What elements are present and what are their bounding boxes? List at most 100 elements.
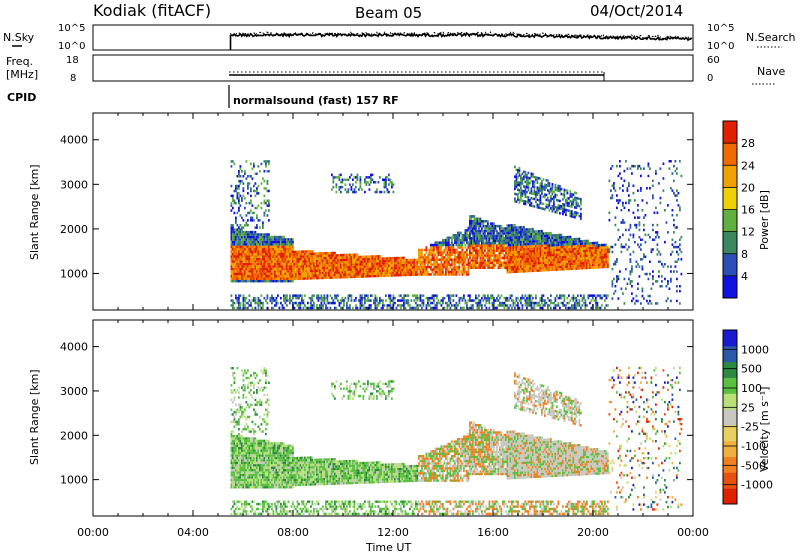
heatmap-cell: [446, 236, 449, 239]
heatmap-cell: [527, 198, 530, 202]
heatmap-cell: [248, 275, 251, 278]
heatmap-cell: [563, 267, 566, 271]
heatmap-cell: [526, 178, 528, 182]
heatmap-cell: [584, 261, 587, 265]
heatmap-cell: [484, 234, 486, 238]
heatmap-cell: [427, 301, 429, 305]
heatmap-cell: [283, 240, 285, 244]
heatmap-cell: [358, 272, 360, 276]
heatmap-cell: [260, 265, 263, 268]
heatmap-cell: [370, 265, 372, 268]
heatmap-cell: [383, 269, 386, 273]
heatmap-cell: [548, 266, 551, 269]
heatmap-cell: [263, 270, 266, 273]
heatmap-cell: [583, 301, 585, 305]
heatmap-cell: [395, 274, 398, 277]
heatmap-cell: [530, 197, 533, 200]
heatmap-cell: [242, 299, 245, 302]
heatmap-cell: [355, 306, 357, 310]
heatmap-cell: [232, 253, 234, 256]
heatmap-cell: [514, 185, 516, 188]
heatmap-cell: [425, 273, 428, 276]
heatmap-cell: [472, 261, 474, 265]
heatmap-cell: [494, 234, 497, 238]
heatmap-cell: [512, 248, 515, 252]
heatmap-cell: [250, 245, 252, 249]
heatmap-cell: [362, 270, 365, 273]
heatmap-cell: [485, 229, 488, 233]
heatmap-cell: [434, 268, 437, 271]
heatmap-cell: [340, 181, 342, 184]
heatmap-cell: [535, 247, 537, 250]
heatmap-cell: [539, 261, 542, 265]
heatmap-cell: [571, 247, 573, 251]
heatmap-cell: [344, 270, 347, 274]
heatmap-cell: [532, 245, 534, 248]
heatmap-cell: [523, 257, 525, 261]
heatmap-cell: [493, 234, 495, 238]
heatmap-cell: [274, 299, 276, 302]
heatmap-cell: [404, 266, 407, 269]
heatmap-cell: [478, 254, 480, 257]
heatmap-cell: [479, 244, 482, 247]
heatmap-cell: [499, 266, 501, 269]
heatmap-cell: [457, 304, 459, 307]
heatmap-cell: [440, 248, 443, 252]
heatmap-cell: [481, 234, 483, 238]
heatmap-cell: [296, 258, 299, 261]
heatmap-cell: [542, 178, 545, 181]
heatmap-cell: [385, 267, 387, 270]
heatmap-cell: [292, 267, 294, 271]
heatmap-cell: [371, 173, 374, 177]
heatmap-cell: [287, 299, 290, 302]
heatmap-cell: [545, 232, 548, 235]
heatmap-cell: [367, 257, 369, 261]
heatmap-cell: [436, 265, 438, 269]
heatmap-cell: [386, 190, 389, 194]
heatmap-cell: [394, 266, 396, 270]
heatmap-cell: [400, 256, 402, 260]
heatmap-cell: [517, 233, 519, 237]
heatmap-cell: [278, 272, 281, 276]
heatmap-cell: [604, 260, 606, 264]
heatmap-cell: [481, 251, 483, 255]
heatmap-cell: [554, 306, 557, 310]
heatmap-cell: [271, 240, 273, 244]
heatmap-cell: [518, 243, 521, 246]
heatmap-cell: [487, 237, 489, 240]
heatmap-cell: [329, 301, 332, 305]
heatmap-cell: [310, 262, 312, 265]
heatmap-cell: [443, 241, 446, 244]
heatmap-cell: [575, 214, 578, 217]
heatmap-cell: [392, 271, 395, 275]
heatmap-cell: [256, 240, 258, 244]
heatmap-cell: [584, 242, 587, 245]
heatmap-cell: [485, 251, 488, 255]
heatmap-cell: [532, 296, 534, 300]
heatmap-cell: [283, 245, 285, 249]
heatmap-cell: [599, 248, 602, 252]
heatmap-cell: [548, 249, 551, 252]
heatmap-cell: [311, 255, 314, 258]
heatmap-cell: [245, 279, 248, 283]
heatmap-cell: [595, 301, 597, 305]
heatmap-cell: [230, 235, 233, 239]
heatmap-cell: [536, 186, 539, 189]
heatmap-cell: [557, 248, 560, 252]
heatmap-cell: [256, 272, 258, 276]
heatmap-cell: [392, 296, 395, 300]
heatmap-cell: [478, 249, 480, 252]
heatmap-cell: [572, 238, 575, 241]
heatmap-cell: [559, 238, 561, 242]
heatmap-cell: [541, 247, 543, 250]
heatmap-cell: [347, 178, 350, 181]
heatmap-cell: [245, 272, 248, 276]
heatmap-cell: [475, 256, 477, 260]
heatmap-cell: [287, 270, 290, 273]
heatmap-cell: [257, 275, 260, 278]
heatmap-cell: [547, 254, 549, 257]
heatmap-cell: [452, 234, 455, 237]
heatmap-cell: [328, 269, 330, 272]
heatmap-cell: [530, 179, 533, 183]
heatmap-cell: [503, 242, 506, 245]
